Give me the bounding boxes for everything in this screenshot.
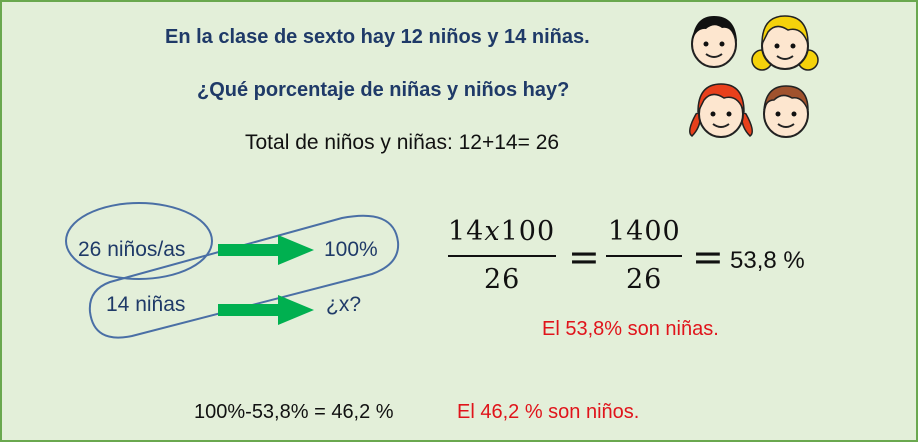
total-line: Total de niños y niñas: 12+14= 26 bbox=[245, 131, 560, 154]
problem-statement: En la clase de sexto hay 12 niños y 14 n… bbox=[165, 26, 590, 48]
fraction2-bar bbox=[606, 255, 682, 257]
arrow-bottom-icon bbox=[218, 295, 314, 325]
girl-yellow-hair-icon bbox=[751, 15, 819, 71]
problem-question: ¿Qué porcentaje de niñas y niños hay? bbox=[197, 79, 570, 101]
fraction1-denominator: 26 bbox=[484, 264, 521, 295]
boy-brown-hair-icon bbox=[763, 85, 809, 138]
fraction1-bar bbox=[448, 255, 556, 257]
fraction2-numerator: 1400 bbox=[608, 216, 681, 247]
equals-sign-1: = bbox=[568, 235, 600, 279]
formula-result: 53,8 % bbox=[730, 247, 805, 274]
ellipse-top-left bbox=[65, 202, 213, 280]
equals-sign-2: = bbox=[692, 235, 724, 279]
fraction1-numerator: 14𝑥100 bbox=[448, 216, 556, 247]
proportion-left-bottom: 14 niñas bbox=[106, 293, 186, 316]
boy-black-hair-icon bbox=[691, 16, 737, 68]
proportion-left-top: 26 niños/as bbox=[78, 238, 186, 261]
fraction2-denominator: 26 bbox=[626, 264, 663, 295]
proportion-right-top: 100% bbox=[324, 238, 378, 261]
girl-red-hair-icon bbox=[689, 83, 753, 138]
proportion-right-bottom: ¿x? bbox=[326, 293, 362, 316]
answer-girls: El 53,8% son niñas. bbox=[542, 318, 719, 340]
arrow-top-icon bbox=[218, 235, 314, 265]
boys-calculation: 100%-53,8% = 46,2 % bbox=[194, 401, 394, 423]
diagonal-loop bbox=[88, 214, 400, 339]
answer-boys: El 46,2 % son niños. bbox=[457, 401, 640, 423]
